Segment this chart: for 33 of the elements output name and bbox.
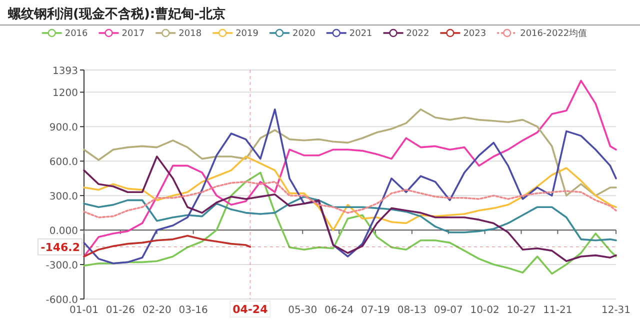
x-tick-label: 03-16 [178, 305, 208, 316]
y-tick-label: 1393 [52, 66, 78, 77]
ref-line-label: 04-24 [232, 303, 268, 316]
y-tick-label: 1200 [52, 88, 78, 100]
legend-label: 2020 [292, 29, 316, 39]
legend-label: 2018 [178, 29, 202, 39]
x-tick-label: 12-31 [601, 305, 631, 316]
y-tick-label: -300.0 [46, 260, 78, 272]
x-tick-label: 10-02 [470, 305, 500, 316]
y-tick-label: 0.000 [49, 226, 78, 238]
x-tick-label: 02-20 [142, 305, 172, 316]
legend-label: 2022 [406, 29, 430, 39]
legend-label: 2017 [122, 29, 145, 39]
legend-label: 2021 [349, 29, 372, 39]
y-tick-label: -600.0 [46, 295, 78, 306]
x-tick-label: 01-01 [69, 305, 99, 316]
legend-label: 2023 [463, 29, 486, 39]
x-tick-label: 06-24 [324, 305, 354, 316]
legend-label: 2019 [236, 29, 259, 39]
x-tick-label: 05-30 [288, 305, 318, 316]
x-tick-label: 08-13 [397, 305, 426, 316]
y-tick-label: 900.0 [49, 122, 78, 134]
x-tick-label: 07-19 [360, 305, 390, 316]
x-tick-label: 10-27 [506, 305, 536, 316]
y-tick-label: 600.0 [49, 157, 78, 168]
x-tick-label: 09-07 [434, 305, 463, 316]
y-tick-label: 300.0 [49, 192, 78, 203]
chart-title: 螺纹钢利润(现金不含税):曹妃甸-北京 [7, 6, 226, 22]
ref-line-label: -146.2 [40, 240, 80, 254]
legend-label: 2016-2022均值 [520, 28, 588, 39]
x-tick-label: 11-21 [543, 305, 572, 316]
legend-label: 2016 [64, 29, 88, 39]
x-tick-label: 01-26 [106, 305, 135, 316]
